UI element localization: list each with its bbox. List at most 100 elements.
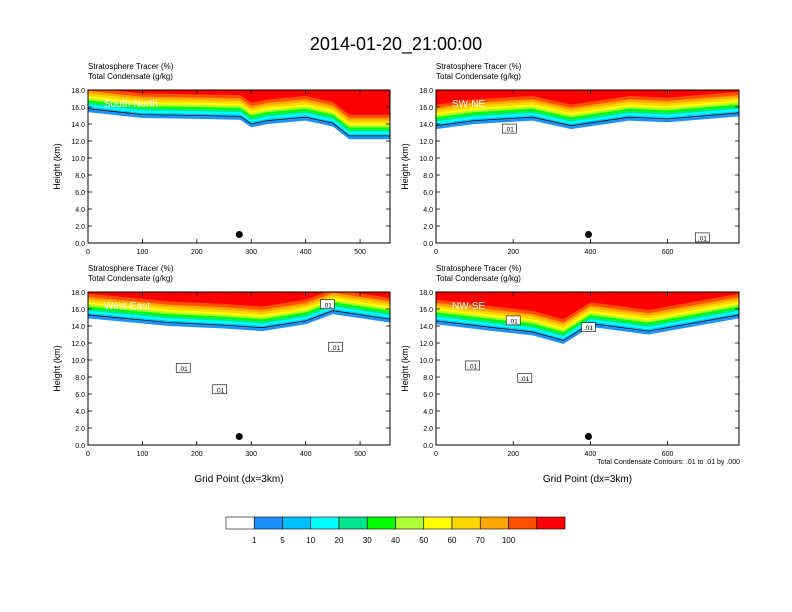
y-tick-label: 2.0 (423, 426, 433, 433)
x-tick-label: 200 (191, 249, 203, 256)
colorbar-label: 70 (476, 536, 485, 545)
y-tick-label: 14.0 (419, 324, 433, 331)
colorbar-segment (338, 516, 368, 530)
y-tick-label: 6.0 (423, 392, 433, 399)
x-tick-label: 0 (434, 249, 438, 256)
x-tick-label: 0 (86, 249, 90, 256)
x-axis-label: Grid Point (dx=3km) (194, 474, 283, 485)
x-tick-label: 600 (662, 249, 674, 256)
contour-label-text: .01 (215, 387, 224, 394)
plot-area (88, 90, 390, 140)
colorbar-segment (253, 516, 283, 530)
contour-label-text: .01 (520, 376, 529, 383)
condensate-contour (88, 108, 390, 137)
contour-label-box (502, 123, 517, 134)
colorbar-segment (451, 516, 481, 530)
y-tick-label: 12.0 (419, 341, 433, 348)
y-tick-label: 12.0 (71, 139, 85, 146)
x-tick-label: 100 (137, 451, 149, 458)
contour-label-text: .01 (331, 345, 340, 352)
condensate-contour (436, 314, 739, 341)
contour-label-text: .01 (584, 325, 593, 332)
colorbar-segment (310, 516, 340, 530)
y-tick-label: 18.0 (419, 290, 433, 297)
contour-note: Total Condensate Contours: .01 to .01 by… (597, 459, 740, 466)
figure-title: 2014-01-20_21:00:00 (310, 34, 482, 55)
subtitle-tracer: Stratosphere Tracer (%) (88, 264, 174, 273)
y-tick-label: 14.0 (419, 122, 433, 129)
contour-label: .01 (581, 322, 596, 332)
colorbar-label: 40 (391, 536, 400, 545)
colorbar-segment (366, 516, 396, 530)
y-tick-label: 8.0 (75, 173, 85, 180)
plot-area (88, 292, 390, 332)
x-tick-label: 500 (354, 249, 366, 256)
contour-label: .01 (465, 360, 480, 371)
panel-west-east: West-East Stratosphere Tracer (%)Total Co… (52, 264, 391, 485)
plot-area (436, 292, 739, 344)
y-tick-label: 4.0 (423, 207, 433, 214)
panel-label: SW-NE (452, 99, 485, 110)
y-tick-label: 10.0 (419, 156, 433, 163)
subtitle-tracer: Stratosphere Tracer (%) (436, 264, 522, 273)
y-tick-label: 18.0 (71, 290, 85, 297)
colorbar-label: 20 (335, 536, 344, 545)
colorbar-segment (536, 516, 566, 530)
contour-label-box (695, 232, 710, 243)
condensate-contour (88, 310, 390, 329)
location-marker (235, 231, 243, 238)
tracer-band-10 (88, 292, 390, 307)
y-tick-label: 16.0 (71, 307, 85, 314)
subtitle-condensate: Total Condensate (g/kg) (436, 274, 521, 283)
contour-label: .01 (695, 232, 710, 243)
contour-label: .01 (517, 373, 533, 383)
contour-label-text: .01 (323, 302, 332, 309)
x-tick-label: 300 (245, 249, 257, 256)
colorbar-segment (508, 516, 538, 530)
colorbar-label: 50 (419, 536, 428, 545)
contour-label-box (465, 360, 480, 371)
location-marker (235, 433, 243, 440)
panel-label: South-North (104, 99, 158, 110)
colorbar-segment (479, 516, 509, 530)
x-tick-label: 300 (245, 451, 257, 458)
colorbar-label: 100 (502, 536, 516, 545)
subtitle-condensate: Total Condensate (g/kg) (88, 274, 173, 283)
x-tick-label: 100 (137, 249, 149, 256)
y-tick-label: 10.0 (71, 358, 85, 365)
x-tick-label: 500 (354, 451, 366, 458)
plot-frame (87, 89, 391, 244)
colorbar-segment (282, 516, 312, 530)
y-tick-label: 2.0 (423, 224, 433, 231)
y-tick-label: 4.0 (75, 207, 85, 214)
y-tick-label: 16.0 (419, 307, 433, 314)
subtitle-condensate: Total Condensate (g/kg) (88, 72, 173, 81)
contour-label: .01 (320, 299, 335, 309)
location-marker (584, 231, 592, 238)
contour-label: .01 (505, 315, 521, 326)
contour-label-text: .01 (698, 235, 707, 242)
panel-label: West-East (104, 301, 150, 312)
contour-label-box (505, 315, 521, 326)
y-axis-label: Height (km) (52, 345, 62, 392)
x-tick-label: 600 (662, 451, 674, 458)
colorbar-label: 5 (280, 536, 285, 545)
plot-area (436, 90, 739, 130)
colorbar-label: 1 (252, 536, 257, 545)
x-tick-label: 0 (434, 451, 438, 458)
y-tick-label: 6.0 (423, 190, 433, 197)
contour-label: .01 (212, 384, 227, 394)
y-tick-label: 4.0 (423, 409, 433, 416)
x-tick-label: 200 (507, 249, 519, 256)
tracer-band-10 (111, 90, 390, 115)
colorbar-segment (225, 516, 255, 530)
contour-label-text: .01 (179, 366, 188, 373)
colorbar-label: 60 (448, 536, 457, 545)
plot-frame (435, 89, 740, 244)
plot-frame (87, 291, 391, 446)
x-tick-label: 200 (507, 451, 519, 458)
subtitle-tracer: Stratosphere Tracer (%) (436, 62, 522, 71)
x-tick-label: 400 (585, 249, 597, 256)
x-axis-label: Grid Point (dx=3km) (543, 474, 632, 485)
